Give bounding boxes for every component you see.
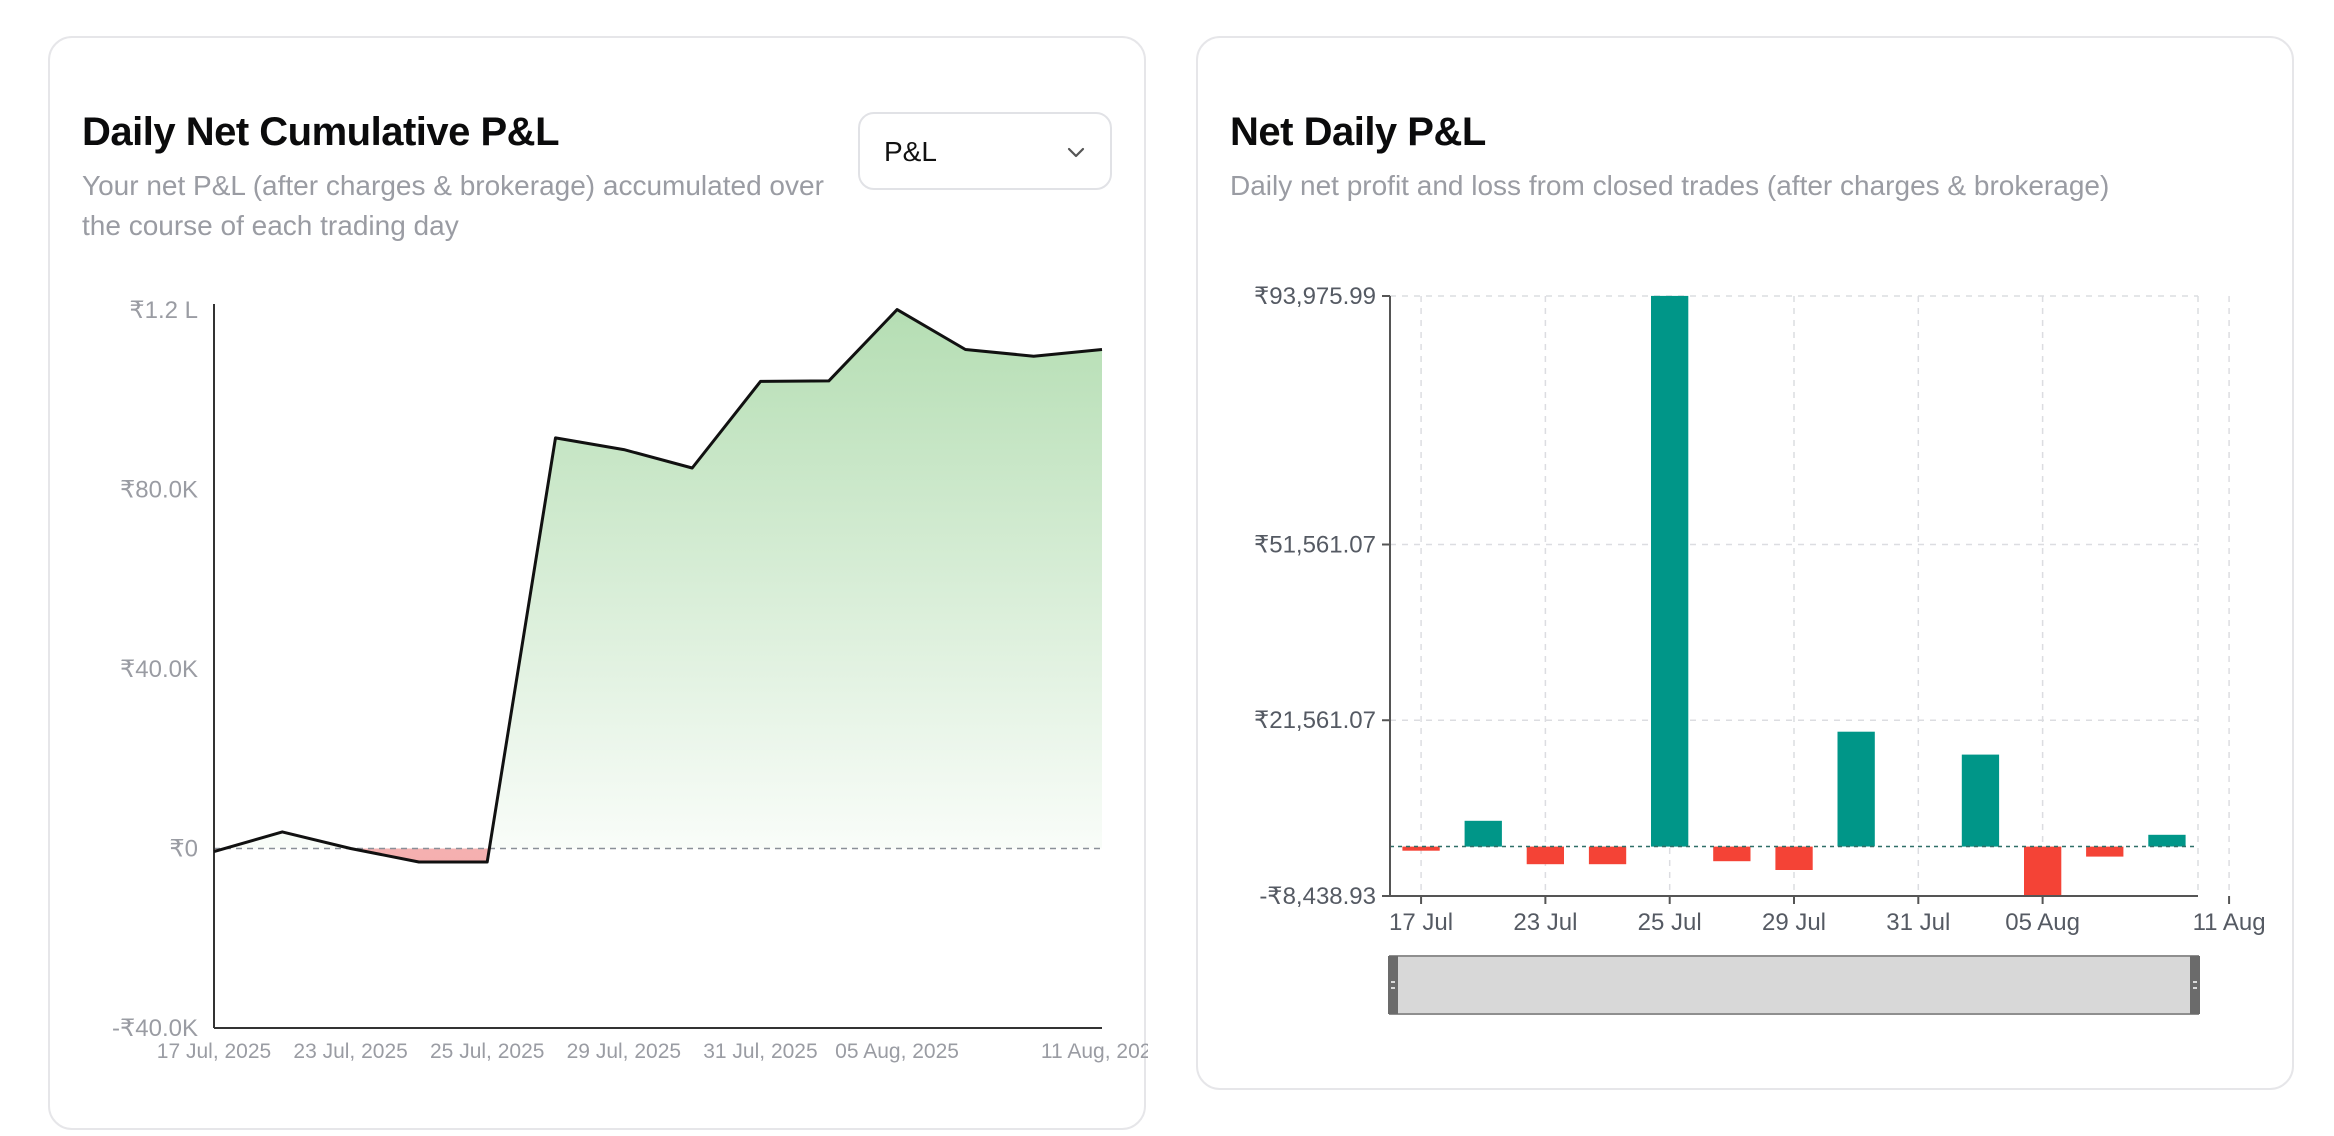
y-tick-label: ₹51,561.07: [1254, 531, 1376, 558]
x-tick-label: 25 Jul: [1638, 909, 1702, 936]
chevron-down-icon: [1067, 147, 1085, 158]
x-tick-label: 23 Jul, 2025: [293, 1040, 407, 1063]
x-tick-label: 17 Jul, 2025: [157, 1040, 271, 1063]
x-tick-label: 31 Jul: [1886, 909, 1950, 936]
x-tick-label: 11 Aug, 2025: [1041, 1040, 1148, 1063]
x-tick-label: 17 Jul: [1389, 909, 1453, 936]
bar: [1713, 846, 1751, 862]
x-tick-label: 23 Jul: [1513, 909, 1577, 936]
y-tick-label: ₹40.0K: [120, 656, 198, 683]
x-tick-label: 05 Aug, 2025: [835, 1040, 959, 1063]
zoom-range-slider[interactable]: [1388, 955, 2200, 1015]
y-tick-label: -₹8,438.93: [1259, 883, 1376, 910]
x-tick-label: 29 Jul, 2025: [567, 1040, 681, 1063]
zoom-handle-right[interactable]: [2190, 956, 2200, 1014]
bar: [1651, 295, 1689, 847]
x-tick-label: 11 Aug: [2193, 909, 2266, 936]
x-tick-label: 31 Jul, 2025: [703, 1040, 817, 1063]
bar: [1775, 846, 1813, 870]
daily-bar-chart: ₹93,975.99 ₹51,561.07 ₹21,561.07 -₹8,438.93…: [1254, 283, 2266, 1015]
cumulative-pnl-line: [213, 308, 1103, 864]
x-tick-label: 05 Aug: [2005, 909, 2080, 936]
daily-pnl-card: Net Daily P&L Daily net profit and loss …: [1196, 36, 2294, 1090]
cumulative-pnl-card: Daily Net Cumulative P&L Your net P&L (a…: [48, 36, 1148, 1130]
bar: [1961, 754, 2000, 847]
bar: [2086, 846, 2124, 857]
bar: [1526, 846, 1564, 865]
x-tick-label: 29 Jul: [1762, 909, 1826, 936]
bar: [2024, 846, 2062, 896]
zoom-handle-left[interactable]: [1388, 956, 1398, 1014]
zoom-slider-track: [1389, 955, 2199, 1015]
y-tick-label: ₹0: [169, 836, 198, 863]
cumulative-chart-title: Daily Net Cumulative P&L: [82, 110, 560, 154]
y-tick-label: ₹21,561.07: [1254, 707, 1376, 734]
bar: [1464, 820, 1502, 847]
daily-chart-subtitle: Daily net profit and loss from closed tr…: [1230, 170, 2110, 201]
bar: [1837, 731, 1875, 847]
metric-select[interactable]: P&L: [858, 112, 1112, 190]
y-tick-label: -₹40.0K: [112, 1015, 198, 1042]
y-tick-label: ₹1.2 L: [129, 297, 198, 324]
loss-area: [214, 848, 1102, 862]
y-tick-label: ₹93,975.99: [1254, 283, 1376, 310]
bar: [1402, 846, 1440, 851]
cumulative-chart-subtitle: Your net P&L (after charges & brokerage)…: [82, 170, 824, 241]
profit-area: [214, 309, 1102, 849]
bar: [2148, 834, 2186, 847]
x-tick-label: 25 Jul, 2025: [430, 1040, 544, 1063]
daily-chart-title: Net Daily P&L: [1230, 110, 1486, 154]
y-tick-label: ₹80.0K: [120, 477, 198, 504]
bar: [1588, 846, 1627, 865]
metric-select-value: P&L: [884, 136, 937, 167]
